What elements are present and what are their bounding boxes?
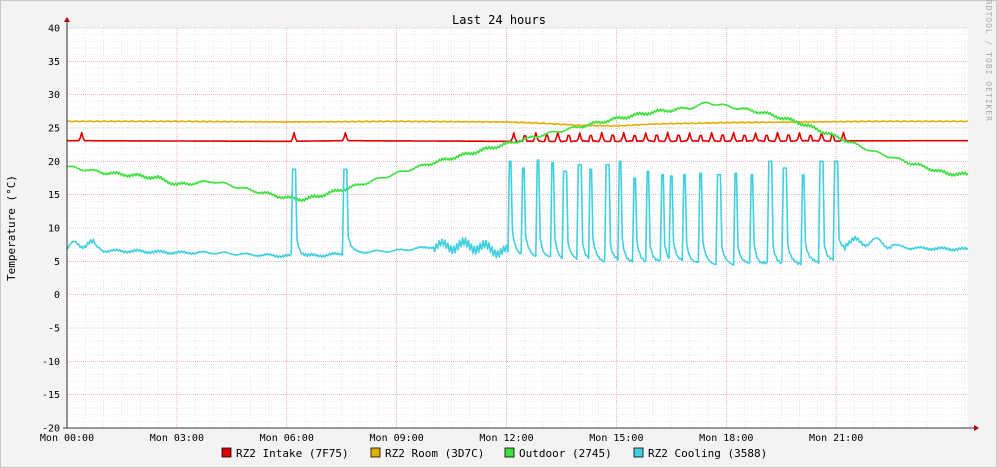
legend-label: RZ2 Room (3D7C) [385,447,484,460]
y-tick-label: -10 [42,357,60,368]
y-tick-label: 35 [48,57,60,68]
x-tick-label: Mon 03:00 [150,433,204,444]
x-tick-label: Mon 18:00 [699,433,753,444]
series-line-4 [66,159,969,266]
y-tick-label: 5 [54,257,60,268]
x-tick-label: Mon 12:00 [479,433,533,444]
y-tick-label: 25 [48,124,60,135]
y-tick-label: -20 [42,424,60,435]
y-tick-label: 15 [48,190,60,201]
watermark: RRDTOOL / TOBI OETIKER [984,0,993,122]
legend-swatch [221,447,232,458]
x-tick-label: Mon 09:00 [370,433,424,444]
series-line-3 [66,101,969,203]
legend-swatch [504,447,515,458]
legend-swatch [370,447,381,458]
x-tick-label: Mon 06:00 [260,433,314,444]
chart-title: Last 24 hours [452,13,546,27]
legend-label: RZ2 Cooling (3588) [648,447,767,460]
y-axis-label: Temperature (°C) [5,175,18,281]
y-tick-label: -15 [42,390,60,401]
legend-label: Outdoor (2745) [519,447,612,460]
y-tick-label: 30 [48,90,60,101]
legend-swatch [633,447,644,458]
y-tick-label: -5 [48,324,60,335]
x-axis-arrow [974,425,979,431]
legend: RZ2 Intake (7F75) RZ2 Room (3D7C) Outdoor … [221,447,767,460]
x-tick-label: Mon 21:00 [809,433,863,444]
x-tick-label: Mon 15:00 [589,433,643,444]
x-tick-label: Mon 00:00 [40,433,94,444]
legend-label: RZ2 Intake (7F75) [236,447,349,460]
y-tick-label: 20 [48,157,60,168]
y-tick-label: 40 [48,24,60,35]
series-line-2 [66,120,969,127]
y-tick-label: 0 [54,290,60,301]
y-tick-label: 10 [48,224,60,235]
y-axis-arrow [64,17,70,22]
